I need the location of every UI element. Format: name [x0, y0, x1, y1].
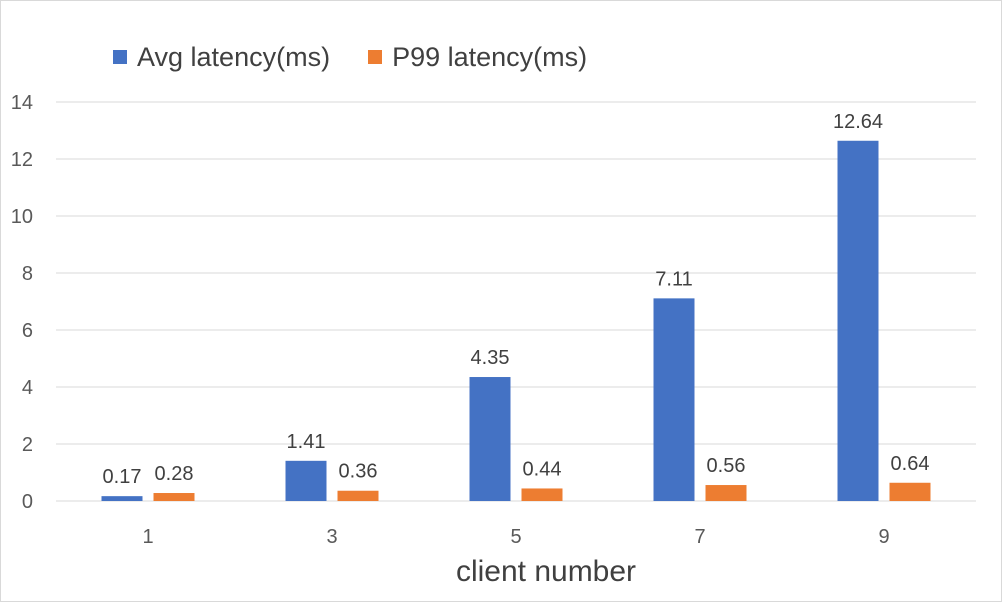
y-axis-ticks: 0 2 4 6 8 10 12 14: [11, 92, 33, 513]
y-tick-label: 12: [11, 149, 33, 171]
bar-avg-latency: [469, 377, 511, 501]
bar-p99-latency: [889, 482, 931, 501]
x-tick-label: 9: [878, 526, 889, 548]
data-label-avg: 7.11: [655, 268, 692, 290]
data-label-avg: 12.64: [833, 111, 883, 133]
y-tick-label: 6: [22, 320, 33, 342]
data-label-p99: 0.44: [523, 458, 562, 480]
legend-item-avg: Avg latency(ms): [113, 42, 330, 73]
legend-label-avg: Avg latency(ms): [137, 41, 331, 72]
legend: Avg latency(ms) P99 latency(ms): [113, 39, 587, 75]
x-axis-title: client number: [456, 555, 636, 588]
bar-avg-latency: [285, 460, 327, 501]
y-tick-label: 4: [22, 377, 33, 399]
legend-label-p99: P99 latency(ms): [392, 41, 588, 72]
data-label-p99: 0.28: [155, 463, 194, 485]
legend-item-p99: P99 latency(ms): [368, 42, 587, 73]
y-tick-label: 14: [11, 92, 33, 114]
bar-avg-latency: [837, 140, 879, 501]
data-label-avg: 0.17: [103, 466, 142, 488]
legend-swatch-avg: [113, 50, 127, 64]
bar-p99-latency: [153, 493, 195, 501]
bar-p99-latency: [705, 485, 747, 501]
x-axis-ticks: 1 3 5 7 9: [142, 526, 889, 548]
y-tick-label: 0: [22, 491, 33, 513]
legend-swatch-p99: [368, 50, 383, 64]
bar-p99-latency: [521, 488, 563, 501]
data-label-avg: 1.41: [287, 431, 326, 453]
y-tick-label: 10: [11, 206, 33, 228]
data-label-p99: 0.64: [891, 453, 930, 475]
data-label-p99: 0.56: [707, 455, 746, 477]
data-labels: 0.17 0.28 1.41 0.36 4.35 0.44 7.11 0.56 12.64 0.6…: [103, 111, 930, 488]
x-tick-label: 5: [510, 526, 521, 548]
gridlines: [56, 101, 976, 502]
bar-p99-latency: [337, 490, 379, 501]
data-label-avg: 4.35: [471, 347, 510, 369]
bars: [101, 140, 931, 501]
y-tick-label: 8: [22, 263, 33, 285]
x-tick-label: 1: [142, 526, 153, 548]
bar-avg-latency: [101, 496, 143, 501]
y-tick-label: 2: [22, 434, 33, 456]
x-tick-label: 3: [326, 526, 337, 548]
data-label-p99: 0.36: [339, 461, 378, 483]
bar-avg-latency: [653, 298, 695, 501]
x-tick-label: 7: [694, 526, 705, 548]
